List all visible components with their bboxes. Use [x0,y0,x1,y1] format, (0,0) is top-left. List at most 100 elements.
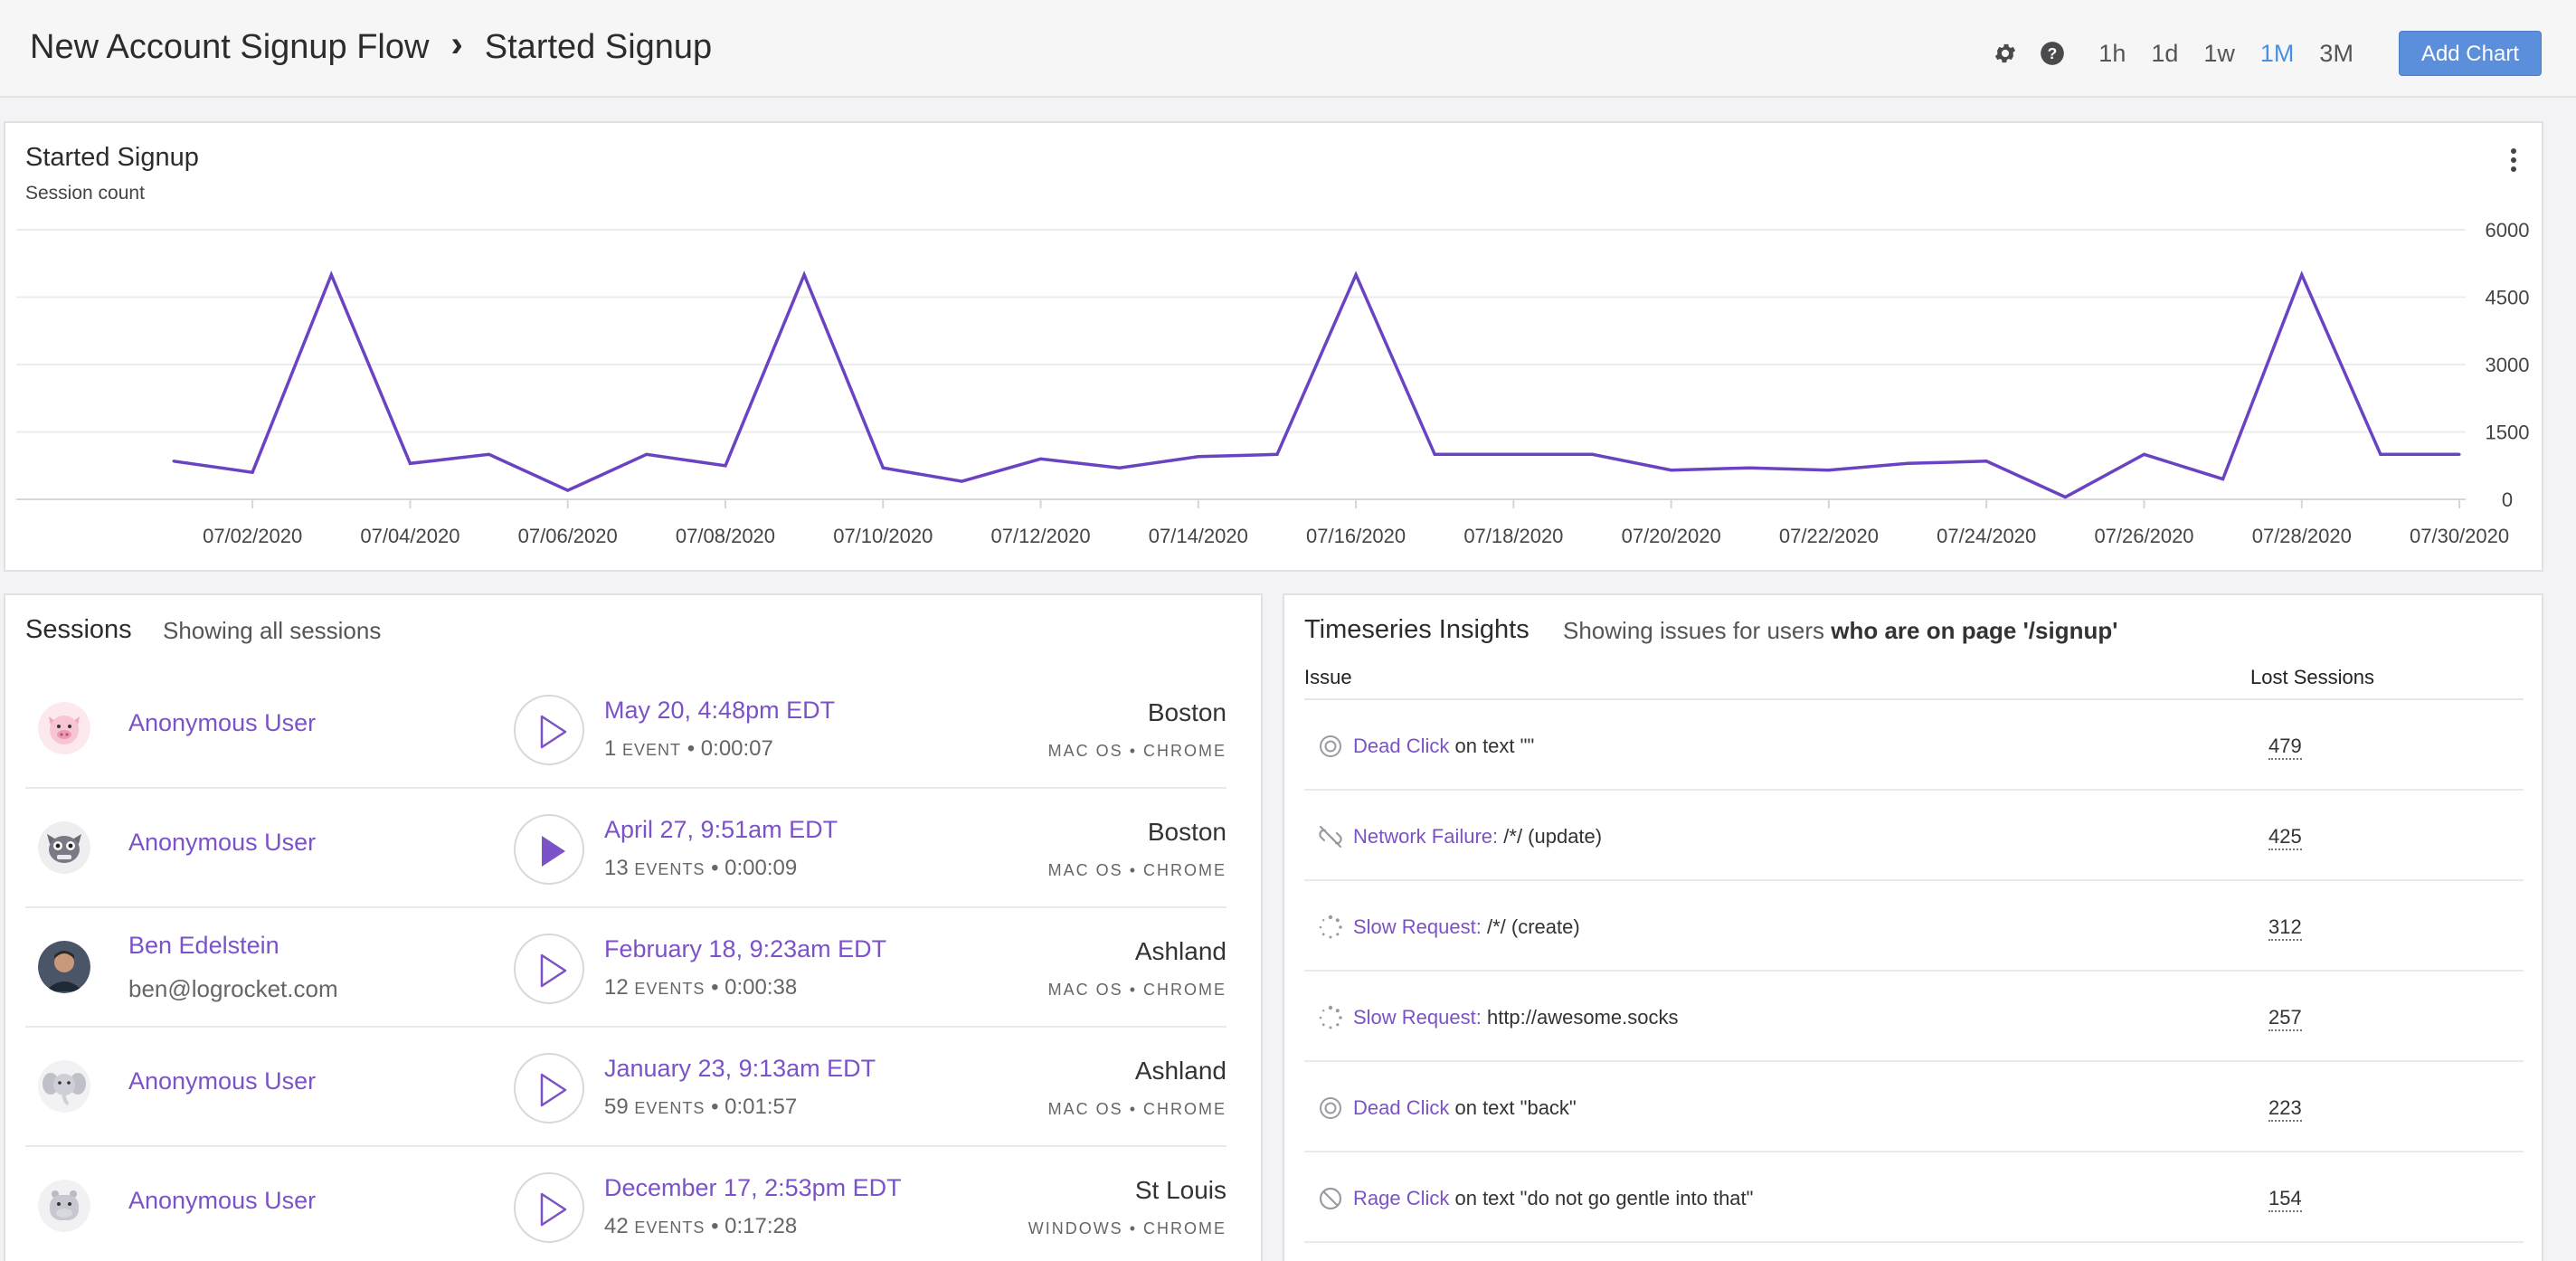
play-session-button[interactable] [514,1053,584,1124]
data-point [329,273,333,277]
breadcrumb-funnel-link[interactable]: New Account Signup Flow [30,28,430,66]
x-tick-label: 07/02/2020 [203,525,302,547]
separator-dot: • [705,1214,725,1238]
lost-sessions-count[interactable]: 425 [2268,825,2302,850]
session-duration: 0:00:09 [724,856,798,880]
data-point [251,470,254,474]
dead-click-icon [1317,1095,1344,1122]
play-session-button[interactable] [514,814,584,885]
issue-row[interactable]: Slow Request: /*/ (create) 312 [1304,881,2524,972]
hippo-icon [38,821,90,874]
issue-row[interactable]: Dead Click on text "" 479 [1304,700,2524,791]
session-date-link[interactable]: May 20, 4:48pm EDT [604,697,836,724]
chart-title: Started Signup [25,143,199,172]
issue-row[interactable]: Rage Click on text "do not go gentle int… [1304,1152,2524,1243]
range-1d-button[interactable]: 1d [2151,39,2179,67]
range-3m-button[interactable]: 3M [2319,39,2353,67]
data-point [881,466,885,469]
session-row[interactable]: Anonymous User April 27, 9:51am EDT 13 EVE… [25,789,1226,908]
issue-detail: on text "back" [1449,1096,1577,1119]
session-row[interactable]: Anonymous User December 17, 2:53pm EDT 42 … [25,1147,1226,1261]
session-city: Boston [1147,818,1226,846]
event-count: 13 [604,856,629,880]
rage-click-icon [1317,1185,1344,1212]
user-name-link[interactable]: Anonymous User [128,829,317,856]
session-city: Boston [1147,698,1226,726]
issue-type-link[interactable]: Network Failure: [1353,825,1499,848]
session-platform: WINDOWS • CHROME [1028,1219,1226,1238]
play-session-button[interactable] [514,695,584,765]
separator-dot: • [705,1095,725,1119]
range-1w-button[interactable]: 1w [2203,39,2235,67]
data-point [172,460,175,463]
x-tick-label: 07/30/2020 [2410,525,2509,547]
issue-row[interactable]: Dead Click on text "back" 223 [1304,1062,2524,1152]
play-session-button[interactable] [514,934,584,1004]
issue-column-header[interactable]: Issue [1304,666,1352,688]
lost-sessions-count[interactable]: 479 [2268,735,2302,760]
insights-note-prefix: Showing issues for users [1563,617,1832,644]
issue-type-link[interactable]: Rage Click [1353,1187,1450,1209]
issue-detail: http://awesome.socks [1481,1006,1679,1029]
lost-sessions-count[interactable]: 257 [2268,1006,2302,1031]
lost-sessions-count[interactable]: 312 [2268,915,2302,941]
session-date-link[interactable]: January 23, 9:13am EDT [604,1055,876,1082]
session-duration: 0:00:07 [700,736,773,761]
lost-sessions-count[interactable]: 223 [2268,1096,2302,1122]
range-1m-button[interactable]: 1M [2259,39,2295,67]
gear-icon[interactable] [1992,40,2019,67]
user-name-link[interactable]: Anonymous User [128,1067,317,1095]
issue-row[interactable]: Network Failure: /*/ (update) 425 [1304,791,2524,881]
user-name-link[interactable]: Anonymous User [128,709,317,736]
session-os: MAC OS [1047,861,1123,879]
session-row[interactable]: Ben Edelstein ben@logrocket.com February 1… [25,908,1226,1028]
issue-type-link[interactable]: Slow Request: [1353,915,1482,938]
session-date-link[interactable]: April 27, 9:51am EDT [604,816,838,843]
issue-row[interactable]: Slow Request: http://awesome.socks 257 [1304,972,2524,1062]
session-browser: CHROME [1143,861,1226,879]
range-1h-button[interactable]: 1h [2098,39,2126,67]
session-date-link[interactable]: February 18, 9:23am EDT [604,935,887,962]
data-point [2300,273,2304,277]
data-point [1511,452,1515,456]
sessions-panel: Sessions Showing all sessions Anonymous … [4,593,1263,1261]
session-date-link[interactable]: December 17, 2:53pm EDT [604,1174,902,1201]
x-tick-label: 07/24/2020 [1937,525,2036,547]
x-tick-label: 07/10/2020 [833,525,933,547]
user-name-link[interactable]: Ben Edelstein [128,932,279,959]
insights-filter-note: Showing issues for users who are on page… [1563,617,2117,645]
session-browser: CHROME [1143,1100,1226,1118]
x-tick-label: 07/22/2020 [1779,525,1879,547]
help-icon[interactable]: ? [2039,40,2066,67]
insights-title: Timeseries Insights [1304,615,1530,644]
session-city: Ashland [1134,1057,1226,1085]
series-line [173,270,2460,499]
data-point [960,479,963,483]
svg-text:?: ? [2048,44,2058,62]
lost-sessions-count[interactable]: 154 [2268,1187,2302,1212]
user-name-link[interactable]: Anonymous User [128,1187,317,1214]
issue-type-link[interactable]: Slow Request: [1353,1006,1482,1029]
slow-request-icon [1317,1004,1344,1031]
session-row[interactable]: Anonymous User May 20, 4:48pm EDT 1 EVENT … [25,669,1226,789]
play-icon [540,953,567,988]
play-session-button[interactable] [514,1172,584,1243]
data-point [724,464,727,468]
lost-sessions-column-header[interactable]: Lost Sessions [2250,666,2374,688]
event-count: 42 [604,1214,629,1238]
event-count: 1 [604,736,617,761]
session-browser: CHROME [1143,1219,1226,1237]
data-point [1118,466,1122,469]
y-tick-label: 3000 [2486,354,2530,376]
issue-detail: /*/ (update) [1498,825,1603,848]
more-options-icon[interactable] [2509,147,2518,174]
data-point [408,461,412,465]
sessions-title: Sessions [25,615,132,644]
add-chart-button[interactable]: Add Chart [2398,31,2542,76]
session-row[interactable]: Anonymous User January 23, 9:13am EDT 59 E… [25,1028,1226,1147]
issue-type-link[interactable]: Dead Click [1353,1096,1450,1119]
issue-type-link[interactable]: Dead Click [1353,735,1450,757]
data-point [1984,460,1988,463]
y-tick-label: 0 [2502,488,2513,511]
sessions-filter-note: Showing all sessions [163,617,382,644]
